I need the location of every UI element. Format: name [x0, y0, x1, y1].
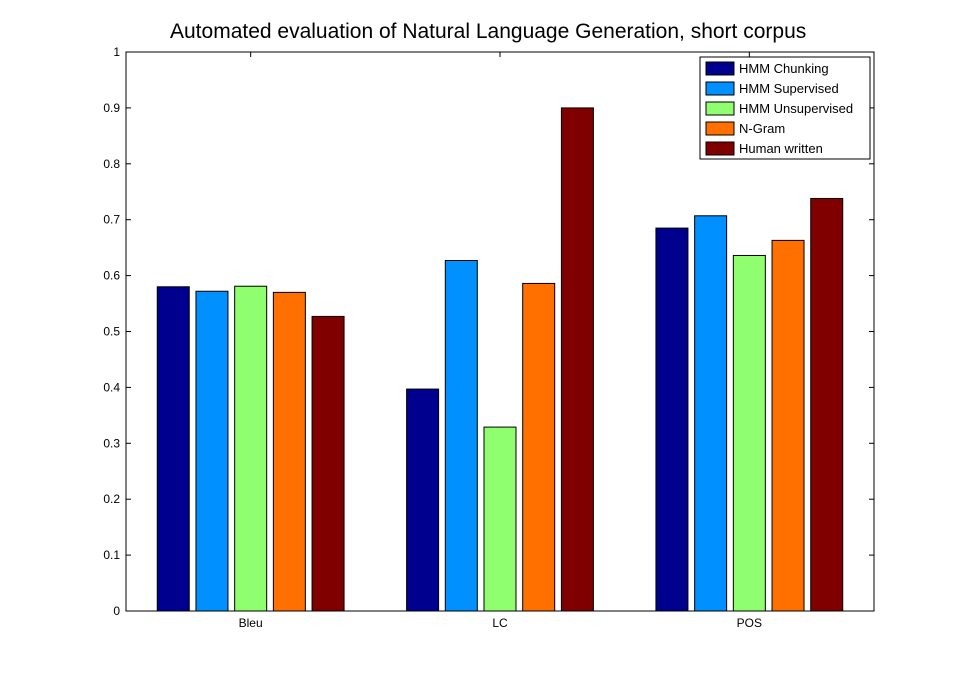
y-tick-label: 0.6 — [103, 269, 120, 283]
legend: HMM Chunking HMM Supervised HMM Unsupervis… — [699, 56, 871, 160]
legend-swatch — [705, 141, 735, 156]
legend-swatch — [705, 121, 735, 136]
legend-swatch — [705, 61, 735, 76]
x-tick-label: LC — [492, 616, 508, 630]
y-tick-label: 0.1 — [103, 548, 120, 562]
y-tick-label: 0.7 — [103, 213, 120, 227]
bar-lc-human-written — [560, 107, 594, 612]
bar-lc-hmm-supervised — [444, 260, 478, 612]
legend-label: HMM Chunking — [739, 61, 829, 76]
legend-label: HMM Unsupervised — [739, 101, 853, 116]
plot-area-frame — [125, 51, 875, 612]
bar-lc-hmm-unsupervised — [483, 426, 517, 612]
legend-label: N-Gram — [739, 121, 785, 136]
bar-pos-hmm-chunking — [655, 227, 689, 612]
y-tick-label: 0.3 — [103, 436, 120, 450]
y-tick-label: 0.5 — [103, 325, 120, 339]
y-tick-label: 0.9 — [103, 101, 120, 115]
y-tick-label: 0.8 — [103, 157, 120, 171]
x-tick-label: Bleu — [239, 616, 263, 630]
x-tick-label: POS — [737, 616, 762, 630]
y-tick-label: 1 — [113, 45, 120, 59]
bar-bleu-hmm-supervised — [195, 290, 229, 612]
y-tick-label: 0.2 — [103, 492, 120, 506]
bar-lc-hmm-chunking — [406, 388, 440, 612]
bar-bleu-human-written — [311, 315, 345, 612]
chart-title: Automated evaluation of Natural Language… — [170, 20, 806, 43]
bar-bleu-hmm-unsupervised — [234, 285, 268, 612]
x-axis-ticks: Bleu LC POS — [239, 52, 762, 630]
bar-pos-hmm-unsupervised — [732, 254, 766, 612]
legend-label: HMM Supervised — [739, 81, 839, 96]
bar-pos-hmm-supervised — [694, 215, 728, 612]
y-tick-label: 0 — [113, 604, 120, 618]
y-axis-ticks: 0 0.1 0.2 0.3 0.4 0.5 0.6 0.7 0.8 0.9 1 — [103, 45, 874, 618]
bar-lc-n-gram — [522, 282, 556, 612]
legend-swatch — [705, 81, 735, 96]
legend-label: Human written — [739, 141, 823, 156]
bar-bleu-hmm-chunking — [156, 286, 190, 612]
y-tick-label: 0.4 — [103, 380, 120, 394]
legend-swatch — [705, 101, 735, 116]
bars — [156, 107, 844, 612]
bar-pos-n-gram — [771, 239, 805, 612]
bar-pos-human-written — [810, 197, 844, 612]
bar-bleu-n-gram — [272, 291, 306, 612]
